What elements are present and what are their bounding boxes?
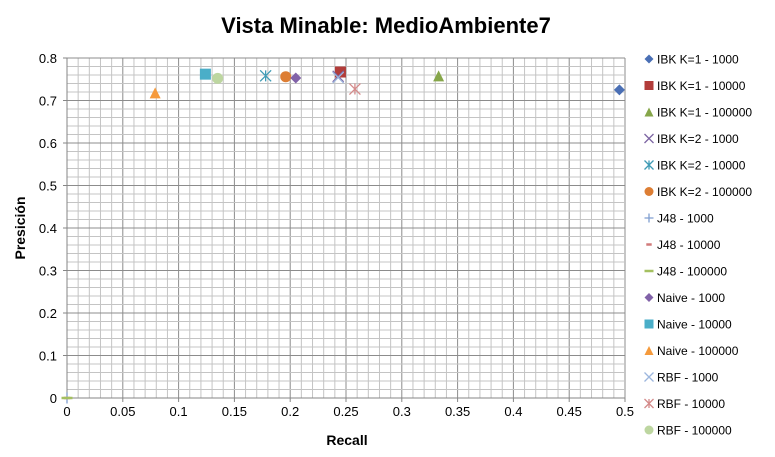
data-point [290, 72, 302, 84]
x-tick-label: 0 [63, 404, 70, 419]
legend-label: IBK K=1 - 1000 [657, 53, 739, 67]
legend-marker [644, 372, 654, 382]
y-tick-label: 0 [50, 391, 57, 406]
x-tick-label: 0.05 [110, 404, 135, 419]
y-tick-label: 0.4 [39, 221, 57, 236]
x-tick-label: 0.2 [281, 404, 299, 419]
legend-label: IBK K=1 - 10000 [657, 79, 746, 93]
data-point [433, 70, 445, 82]
legend-label: IBK K=2 - 10000 [657, 159, 746, 173]
legend-label: IBK K=2 - 100000 [657, 185, 752, 199]
legend-item: J48 - 10000 [646, 238, 721, 252]
plot-grid [66, 57, 626, 399]
legend-marker [644, 293, 654, 302]
chart-title: Vista Minable: MedioAmbiente7 [221, 13, 551, 38]
legend-item: RBF - 10000 [644, 397, 725, 411]
y-tick-label: 0.6 [39, 136, 57, 151]
data-point [212, 72, 224, 84]
legend-label: RBF - 10000 [657, 397, 725, 411]
legend-item: J48 - 100000 [644, 265, 727, 279]
data-point [199, 68, 211, 80]
x-tick-label: 0.4 [504, 404, 522, 419]
legend-label: J48 - 10000 [657, 238, 721, 252]
y-tick-label: 0.8 [39, 51, 57, 66]
data-point [280, 71, 292, 83]
legend-marker [644, 187, 654, 196]
y-axis-ticks: 0 0.1 0.2 0.3 0.4 0.5 0.6 0.7 0.8 [39, 51, 67, 406]
x-tick-label: 0.25 [333, 404, 358, 419]
legend-item: J48 - 1000 [644, 212, 714, 226]
legend-label: Naive - 10000 [657, 318, 732, 332]
legend-item: IBK K=2 - 100000 [644, 185, 752, 199]
legend-item: IBK K=2 - 1000 [644, 132, 739, 146]
x-axis-ticks: 0 0.05 0.1 0.15 0.2 0.25 0.3 0.35 0.4 0.45 0.5 [63, 398, 634, 419]
legend-marker [644, 160, 654, 170]
legend-marker [644, 398, 654, 409]
legend-marker [644, 346, 654, 355]
legend-item: RBF - 100000 [644, 424, 732, 438]
legend-marker [644, 319, 654, 329]
data-point [332, 70, 345, 83]
y-tick-label: 0.3 [39, 264, 57, 279]
data-point [149, 87, 161, 99]
legend-marker [644, 54, 654, 64]
data-point [348, 83, 361, 95]
data-point [613, 84, 625, 96]
legend-item: Naive - 1000 [644, 291, 725, 305]
legend-item: RBF - 1000 [644, 371, 719, 385]
legend-label: Naive - 1000 [657, 291, 725, 305]
legend-item: Naive - 10000 [644, 318, 732, 332]
legend-item: IBK K=2 - 10000 [644, 159, 746, 173]
y-axis-label: Presición [12, 196, 28, 259]
data-point [332, 71, 345, 84]
legend-label: RBF - 100000 [657, 424, 732, 438]
data-point [334, 66, 346, 78]
legend-item: Naive - 100000 [644, 344, 739, 358]
x-tick-label: 0.45 [557, 404, 582, 419]
legend-label: IBK K=1 - 100000 [657, 106, 752, 120]
legend-label: J48 - 100000 [657, 265, 727, 279]
legend-item: IBK K=1 - 1000 [644, 53, 739, 67]
x-tick-label: 0.35 [445, 404, 470, 419]
legend-item: IBK K=1 - 100000 [644, 106, 752, 120]
x-tick-label: 0.3 [393, 404, 411, 419]
x-tick-label: 0.5 [616, 404, 634, 419]
legend-marker [644, 107, 654, 117]
legend-label: J48 - 1000 [657, 212, 714, 226]
legend: IBK K=1 - 1000 IBK K=1 - 10000 IBK K=1 - 1… [644, 53, 752, 438]
x-axis-label: Recall [326, 432, 367, 448]
legend-item: IBK K=1 - 10000 [644, 79, 746, 93]
legend-marker [644, 213, 654, 223]
x-tick-label: 0.15 [222, 404, 247, 419]
legend-label: IBK K=2 - 1000 [657, 132, 739, 146]
data-points [61, 66, 625, 404]
y-tick-label: 0.5 [39, 179, 57, 194]
data-point [259, 69, 272, 82]
y-tick-label: 0.7 [39, 94, 57, 109]
legend-label: RBF - 1000 [657, 371, 719, 385]
x-tick-label: 0.1 [170, 404, 188, 419]
legend-label: Naive - 100000 [657, 344, 739, 358]
legend-marker [644, 425, 654, 435]
y-tick-label: 0.2 [39, 306, 57, 321]
legend-marker [644, 133, 654, 144]
y-tick-label: 0.1 [39, 349, 57, 364]
legend-marker [644, 81, 654, 90]
